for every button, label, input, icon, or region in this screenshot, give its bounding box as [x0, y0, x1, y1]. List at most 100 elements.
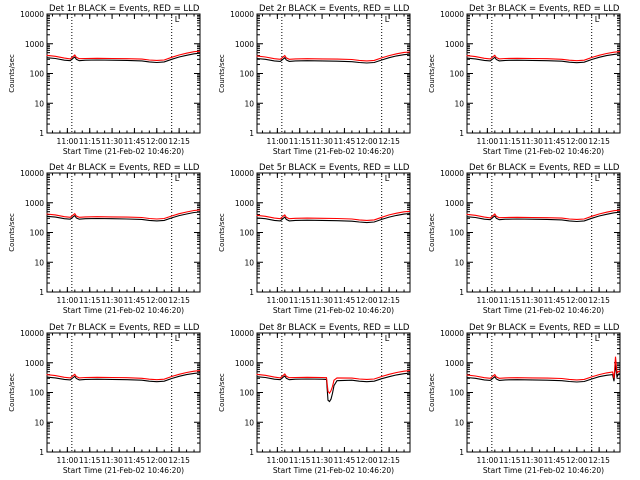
y-tick-label: 1 — [39, 288, 44, 297]
x-tick-label: 12:00 — [356, 296, 378, 305]
x-tick-label: 11:00 — [267, 456, 289, 465]
plot-frame — [466, 172, 621, 293]
x-tick-label: 11:45 — [334, 296, 356, 305]
series-lld-line — [466, 209, 621, 220]
plot-frame — [256, 172, 411, 293]
y-tick-label: 1 — [249, 288, 254, 297]
series-lld-line — [46, 50, 201, 61]
x-tick-label: 11:30 — [521, 137, 543, 146]
y-tick-label: 100 — [240, 70, 255, 79]
x-tick-label: 12:15 — [588, 456, 610, 465]
flag-label: L — [385, 334, 390, 343]
x-tick-label: 11:00 — [267, 137, 289, 146]
y-tick-label: 10 — [244, 99, 254, 108]
detector-panel-4: Det 4r BLACK = Events, RED = LLD 1 10 100 10… — [8, 163, 201, 315]
x-tick-label: 11:45 — [544, 456, 566, 465]
y-axis-label: Counts/sec — [428, 54, 436, 93]
x-tick-label: 12:15 — [168, 296, 190, 305]
x-tick-label: 12:15 — [378, 456, 400, 465]
plot-frame — [466, 332, 621, 453]
x-tick-label: 12:15 — [168, 456, 190, 465]
x-tick-label: 12:00 — [356, 137, 378, 146]
plot-frame — [46, 332, 201, 453]
x-axis-label: Start Time (21-Feb-02 10:46:20) — [273, 466, 394, 475]
x-tick-label: 11:30 — [101, 137, 123, 146]
x-tick-label: 11:45 — [124, 296, 146, 305]
panel-title: Det 3r BLACK = Events, RED = LLD — [469, 4, 620, 14]
y-tick-label: 1 — [459, 448, 464, 457]
y-axis-label: Counts/sec — [8, 213, 16, 252]
series-lld-line — [466, 356, 621, 381]
detector-panel-3: Det 3r BLACK = Events, RED = LLD 1 10 100 10… — [428, 4, 621, 156]
plot-frame — [46, 13, 201, 134]
flag-label: L — [385, 15, 390, 24]
x-tick-label: 11:00 — [57, 296, 79, 305]
series-events-line — [256, 212, 411, 224]
y-tick-label: 100 — [450, 229, 465, 238]
panel-title: Det 7r BLACK = Events, RED = LLD — [49, 323, 200, 333]
y-tick-label: 10000 — [20, 10, 44, 19]
series-events-line — [46, 52, 201, 64]
flag-label: L — [385, 174, 390, 183]
x-tick-label: 11:00 — [57, 456, 79, 465]
plot-frame — [466, 13, 621, 134]
x-tick-label: 11:00 — [477, 456, 499, 465]
x-axis-label: Start Time (21-Feb-02 10:46:20) — [273, 306, 394, 315]
y-tick-label: 1000 — [445, 359, 464, 368]
x-axis-label: Start Time (21-Feb-02 10:46:20) — [63, 466, 184, 475]
y-tick-label: 10000 — [440, 169, 464, 178]
y-axis-label: Counts/sec — [218, 213, 226, 252]
y-tick-label: 100 — [30, 229, 45, 238]
flag-label: L — [595, 174, 600, 183]
y-axis-label: Counts/sec — [8, 54, 16, 93]
x-tick-label: 11:30 — [521, 296, 543, 305]
y-tick-label: 1000 — [235, 199, 254, 208]
panel-title: Det 6r BLACK = Events, RED = LLD — [469, 163, 620, 173]
y-tick-label: 10000 — [230, 169, 254, 178]
detector-panel-1: Det 1r BLACK = Events, RED = LLD 1 10 100 10… — [8, 4, 201, 156]
series-lld-line — [466, 51, 621, 62]
y-tick-label: 100 — [450, 389, 465, 398]
y-tick-label: 10 — [454, 99, 464, 108]
y-tick-label: 1 — [459, 288, 464, 297]
y-tick-label: 1000 — [445, 199, 464, 208]
series-events-line — [46, 211, 201, 222]
detector-panel-6: Det 6r BLACK = Events, RED = LLD 1 10 100 10… — [428, 163, 621, 315]
y-tick-label: 10000 — [20, 329, 44, 338]
y-tick-label: 10000 — [230, 10, 254, 19]
y-axis-label: Counts/sec — [428, 213, 436, 252]
y-tick-label: 10 — [34, 418, 44, 427]
x-tick-label: 12:15 — [378, 137, 400, 146]
series-events-line — [466, 53, 621, 64]
x-tick-label: 12:15 — [168, 137, 190, 146]
y-tick-label: 1000 — [235, 359, 254, 368]
x-tick-label: 12:00 — [566, 456, 588, 465]
x-axis-label: Start Time (21-Feb-02 10:46:20) — [483, 147, 604, 156]
series-lld-line — [256, 51, 411, 62]
y-tick-label: 10 — [244, 418, 254, 427]
y-axis-label: Counts/sec — [428, 373, 436, 412]
y-tick-label: 1 — [249, 129, 254, 138]
detector-panel-5: Det 5r BLACK = Events, RED = LLD 1 10 100 10… — [218, 163, 411, 315]
y-tick-label: 1000 — [235, 40, 254, 49]
y-tick-label: 10000 — [440, 329, 464, 338]
series-lld-line — [256, 370, 411, 395]
series-lld-line — [256, 210, 411, 221]
y-tick-label: 1 — [39, 129, 44, 138]
x-tick-label: 11:15 — [79, 456, 101, 465]
x-tick-label: 11:00 — [477, 137, 499, 146]
x-axis-label: Start Time (21-Feb-02 10:46:20) — [483, 466, 604, 475]
x-tick-label: 12:00 — [566, 137, 588, 146]
y-axis-label: Counts/sec — [218, 54, 226, 93]
flag-label: L — [175, 334, 180, 343]
y-tick-label: 10000 — [440, 10, 464, 19]
x-tick-label: 12:00 — [146, 137, 168, 146]
panel-title: Det 4r BLACK = Events, RED = LLD — [49, 163, 200, 173]
x-tick-label: 11:45 — [124, 137, 146, 146]
plot-frame — [256, 332, 411, 453]
x-tick-label: 12:15 — [588, 296, 610, 305]
y-tick-label: 10 — [244, 258, 254, 267]
y-tick-label: 1000 — [25, 359, 44, 368]
x-axis-label: Start Time (21-Feb-02 10:46:20) — [63, 147, 184, 156]
panel-title: Det 8r BLACK = Events, RED = LLD — [259, 323, 410, 333]
